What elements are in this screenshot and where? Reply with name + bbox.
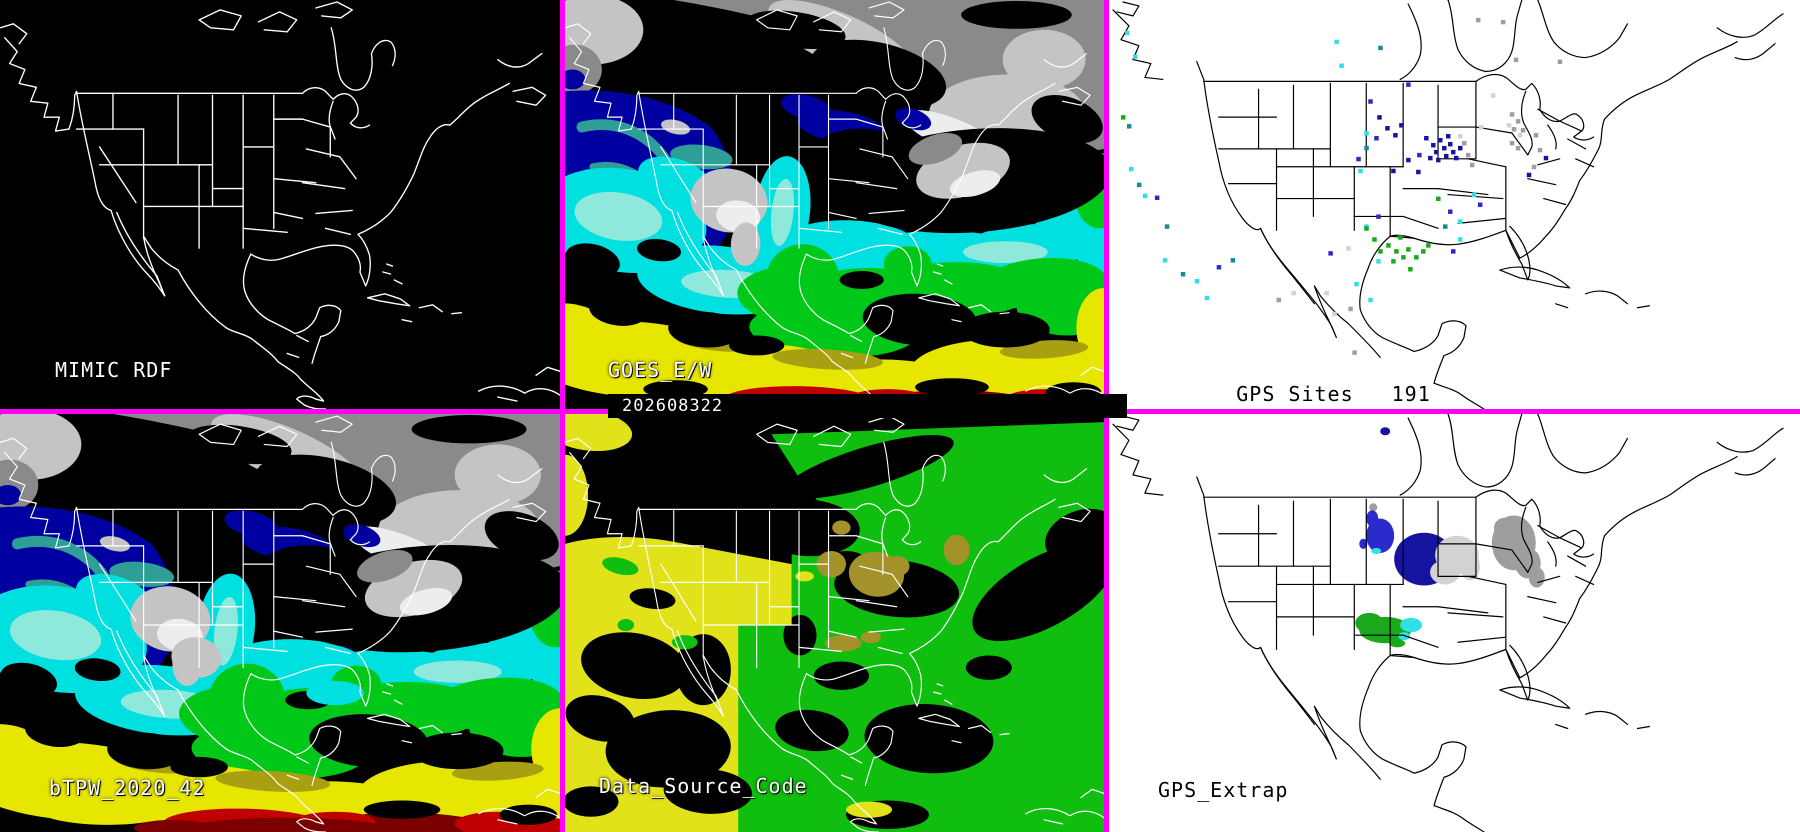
panel-border-vertical-left <box>560 0 565 832</box>
map-mimic-rdf <box>0 0 560 409</box>
gps-extrap-label: GPS_Extrap <box>1158 778 1289 802</box>
data-source-code-label: Data_Source_Code <box>599 774 808 798</box>
panel-btpw: bTPW_2020_42 <box>0 414 560 832</box>
gps-sites-label-text: GPS Sites <box>1236 382 1354 406</box>
gps-sites-label: GPS Sites 191 <box>1158 358 1431 409</box>
timestamp-text: 202608322 <box>622 396 724 416</box>
panel-data-source-code: Data_Source_Code <box>565 414 1104 832</box>
map-btpw <box>0 414 560 832</box>
btpw-label: bTPW_2020_42 <box>49 776 206 800</box>
gps-sites-count: 191 <box>1391 382 1431 406</box>
mimic-rdf-label: MIMIC RDF <box>55 358 173 382</box>
gps-site-markers <box>1120 17 1563 355</box>
map-gps-extrap <box>1109 414 1800 832</box>
map-goes-ew-tpw <box>565 0 1104 409</box>
panel-gps-extrap: GPS_Extrap <box>1109 414 1800 832</box>
timestamp-strip: 202608322 <box>608 394 1127 418</box>
panel-mimic-rdf: MIMIC RDF <box>0 0 560 409</box>
gps-extrap-blobs <box>1355 427 1545 648</box>
goes-ew-label: GOES_E/W <box>608 358 713 382</box>
map-gps-sites <box>1109 0 1800 409</box>
panel-gps-sites: GPS Sites 191 <box>1109 0 1800 409</box>
panel-goes-ew: GOES_E/W <box>565 0 1104 409</box>
map-data-source-code <box>565 414 1104 832</box>
